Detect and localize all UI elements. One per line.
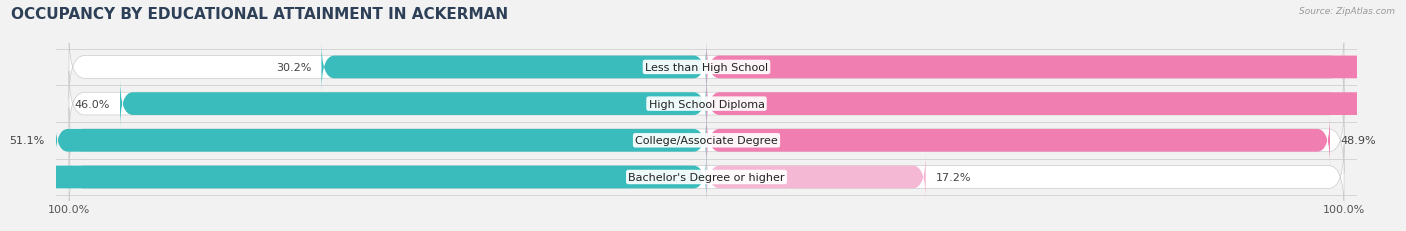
- FancyBboxPatch shape: [0, 152, 707, 202]
- FancyBboxPatch shape: [707, 152, 925, 202]
- Text: Source: ZipAtlas.com: Source: ZipAtlas.com: [1299, 7, 1395, 16]
- FancyBboxPatch shape: [707, 116, 1330, 166]
- Text: 48.9%: 48.9%: [1340, 136, 1376, 146]
- FancyBboxPatch shape: [69, 72, 1344, 137]
- Text: High School Diploma: High School Diploma: [648, 99, 765, 109]
- FancyBboxPatch shape: [69, 108, 1344, 173]
- FancyBboxPatch shape: [120, 79, 707, 129]
- FancyBboxPatch shape: [707, 79, 1395, 129]
- FancyBboxPatch shape: [69, 145, 1344, 210]
- Text: Bachelor's Degree or higher: Bachelor's Degree or higher: [628, 172, 785, 182]
- FancyBboxPatch shape: [322, 43, 707, 93]
- Text: Less than High School: Less than High School: [645, 63, 768, 73]
- Text: 30.2%: 30.2%: [276, 63, 311, 73]
- FancyBboxPatch shape: [707, 43, 1406, 93]
- FancyBboxPatch shape: [69, 35, 1344, 100]
- FancyBboxPatch shape: [55, 116, 707, 166]
- Text: 51.1%: 51.1%: [10, 136, 45, 146]
- Text: 46.0%: 46.0%: [75, 99, 110, 109]
- Text: College/Associate Degree: College/Associate Degree: [636, 136, 778, 146]
- Text: OCCUPANCY BY EDUCATIONAL ATTAINMENT IN ACKERMAN: OCCUPANCY BY EDUCATIONAL ATTAINMENT IN A…: [11, 7, 509, 22]
- Text: 17.2%: 17.2%: [936, 172, 972, 182]
